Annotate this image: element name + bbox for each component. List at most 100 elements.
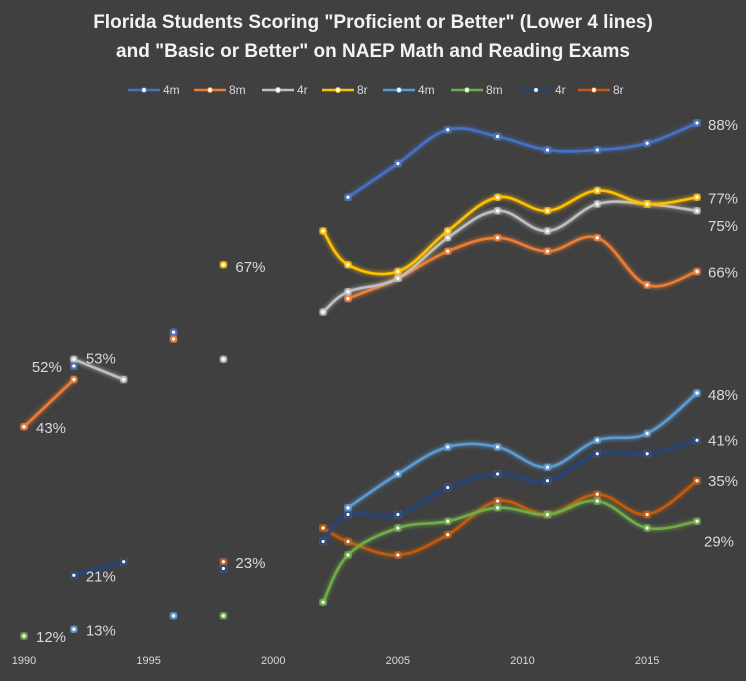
- data-point[interactable]: [493, 132, 502, 141]
- data-point[interactable]: [219, 564, 228, 573]
- legend-item-6[interactable]: 4r: [520, 83, 566, 97]
- legend-swatch-marker: [207, 87, 213, 93]
- data-point[interactable]: [493, 207, 502, 215]
- data-point[interactable]: [643, 450, 651, 458]
- data-point[interactable]: [543, 227, 552, 235]
- data-point[interactable]: [593, 146, 601, 154]
- data-point[interactable]: [493, 443, 502, 451]
- data-point[interactable]: [444, 126, 452, 134]
- data-point[interactable]: [543, 477, 552, 485]
- data-point[interactable]: [344, 510, 352, 519]
- data-point[interactable]: [693, 267, 701, 276]
- data-point[interactable]: [444, 517, 452, 525]
- legend-item-7[interactable]: 8r: [578, 83, 624, 97]
- data-point[interactable]: [543, 463, 552, 471]
- data-point[interactable]: [444, 247, 452, 255]
- data-point[interactable]: [344, 504, 352, 512]
- data-point[interactable]: [344, 193, 352, 201]
- data-point[interactable]: [593, 186, 601, 195]
- data-point[interactable]: [444, 483, 452, 492]
- data-point[interactable]: [319, 598, 327, 606]
- legend-item-0[interactable]: 4m: [128, 83, 180, 97]
- data-point[interactable]: [693, 207, 701, 215]
- data-point[interactable]: [493, 497, 502, 505]
- data-point[interactable]: [493, 470, 502, 478]
- data-point[interactable]: [319, 227, 327, 235]
- data-point[interactable]: [394, 159, 402, 168]
- data-point[interactable]: [219, 612, 228, 620]
- data-point[interactable]: [493, 504, 502, 512]
- data-point[interactable]: [169, 335, 178, 343]
- data-point[interactable]: [643, 281, 651, 289]
- data-point[interactable]: [593, 234, 601, 242]
- series-8m-basic: [20, 234, 701, 431]
- legend-item-1[interactable]: 8m: [194, 83, 246, 97]
- data-point[interactable]: [120, 375, 128, 384]
- data-point[interactable]: [319, 308, 327, 316]
- data-point[interactable]: [643, 524, 651, 532]
- data-point[interactable]: [394, 524, 402, 532]
- data-point[interactable]: [394, 274, 402, 282]
- data-point[interactable]: [70, 375, 78, 384]
- legend-item-4[interactable]: 4m: [383, 83, 435, 97]
- legend-item-3[interactable]: 8r: [322, 83, 368, 97]
- data-point[interactable]: [693, 389, 701, 397]
- data-point[interactable]: [643, 510, 651, 519]
- data-point[interactable]: [444, 531, 452, 539]
- data-point[interactable]: [394, 470, 402, 478]
- legend-item-2[interactable]: 4r: [262, 83, 308, 97]
- data-point[interactable]: [493, 193, 502, 201]
- data-point[interactable]: [394, 267, 402, 276]
- data-point[interactable]: [344, 551, 352, 559]
- data-point[interactable]: [70, 571, 78, 579]
- data-point[interactable]: [169, 612, 178, 620]
- data-point[interactable]: [593, 490, 601, 498]
- data-point[interactable]: [344, 261, 352, 269]
- data-point[interactable]: [169, 328, 178, 336]
- data-point[interactable]: [693, 436, 701, 444]
- data-point[interactable]: [344, 288, 352, 296]
- data-point[interactable]: [543, 146, 552, 154]
- legend-item-5[interactable]: 8m: [451, 83, 503, 97]
- data-point[interactable]: [493, 234, 502, 242]
- data-point[interactable]: [643, 429, 651, 438]
- data-point[interactable]: [593, 497, 601, 505]
- data-point[interactable]: [444, 443, 452, 451]
- data-point[interactable]: [543, 207, 552, 215]
- data-point[interactable]: [20, 632, 28, 640]
- data-point[interactable]: [593, 200, 601, 208]
- data-point[interactable]: [444, 227, 452, 235]
- series-line: [22, 378, 76, 429]
- data-point[interactable]: [70, 355, 78, 363]
- data-point[interactable]: [319, 537, 327, 546]
- data-point[interactable]: [219, 261, 228, 269]
- data-point[interactable]: [593, 436, 601, 444]
- data-point[interactable]: [543, 247, 552, 255]
- data-point[interactable]: [120, 558, 128, 566]
- legend-label: 4m: [163, 83, 180, 97]
- data-point[interactable]: [643, 139, 651, 147]
- data-point[interactable]: [693, 119, 701, 127]
- data-point[interactable]: [693, 517, 701, 525]
- data-point[interactable]: [593, 450, 601, 458]
- data-point[interactable]: [219, 558, 228, 566]
- x-tick-label: 2015: [635, 655, 659, 667]
- data-point[interactable]: [344, 294, 352, 303]
- data-point[interactable]: [693, 477, 701, 485]
- data-point[interactable]: [643, 200, 651, 208]
- data-point[interactable]: [319, 524, 327, 532]
- data-point[interactable]: [394, 510, 402, 519]
- data-label: 35%: [708, 473, 738, 490]
- data-point[interactable]: [70, 362, 78, 370]
- series-8r-basic: [219, 186, 701, 276]
- data-point[interactable]: [394, 551, 402, 559]
- data-point[interactable]: [344, 537, 352, 546]
- data-point[interactable]: [219, 355, 228, 363]
- data-point[interactable]: [444, 234, 452, 242]
- data-point[interactable]: [693, 193, 701, 201]
- data-label: 77%: [708, 190, 738, 207]
- data-point[interactable]: [70, 625, 78, 633]
- data-point[interactable]: [20, 423, 28, 431]
- legend-swatch-marker: [141, 87, 147, 93]
- data-point[interactable]: [543, 510, 552, 519]
